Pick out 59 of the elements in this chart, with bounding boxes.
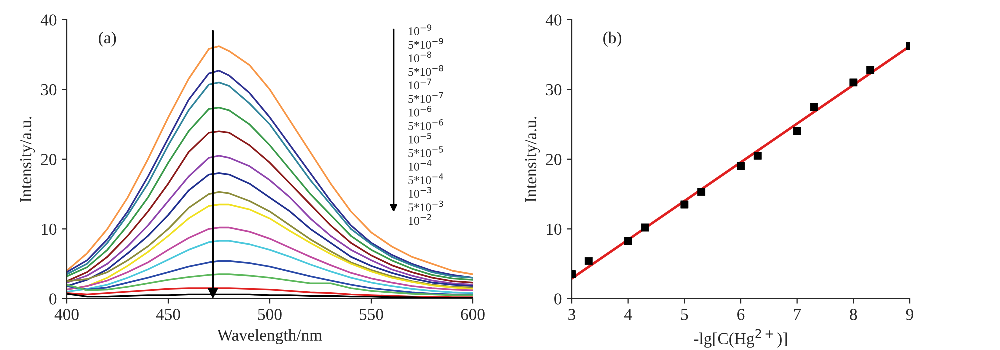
x-tick-label: 4 <box>624 309 632 320</box>
x-axis-title: Wavelength/nm <box>217 329 322 344</box>
point <box>584 257 593 266</box>
x-tick-label: 8 <box>850 309 858 320</box>
annotation: 10$^{−3}$ <box>409 187 432 198</box>
x-tick-label: 400 <box>54 309 79 320</box>
annotation: 10$^{−8}$ <box>409 52 432 63</box>
x-axis-title: -lg[C(Hg$^{2+}$)] <box>694 329 787 348</box>
point <box>641 224 650 232</box>
line-series <box>67 240 473 294</box>
annotation: 10$^{−2}$ <box>409 214 432 226</box>
annotation: 5*10$^{−5}$ <box>408 146 444 158</box>
point <box>793 128 802 136</box>
x-tick-label: 500 <box>258 309 282 320</box>
annotation: 10$^{−4}$ <box>409 160 432 171</box>
annotation: 5*10$^{−4}$ <box>408 174 444 184</box>
point <box>737 162 745 170</box>
point <box>698 188 706 196</box>
x-tick-label: 600 <box>461 309 485 320</box>
annotation: 5*10$^{−7}$ <box>408 92 444 104</box>
annotation: 5*10$^{−3}$ <box>408 200 444 212</box>
line-series <box>67 130 473 284</box>
point <box>866 66 875 74</box>
annotation: 10$^{−7}$ <box>409 78 432 90</box>
y-tick-label: 40 <box>546 14 562 26</box>
point <box>754 152 762 160</box>
annotation: 10$^{−6}$ <box>409 106 432 117</box>
annotation: 5*10$^{−6}$ <box>408 120 444 130</box>
x-tick-label: 5 <box>681 309 688 320</box>
point <box>810 103 818 112</box>
y-tick-label: 10 <box>42 224 57 236</box>
y-tick-label: 30 <box>546 84 562 96</box>
y-tick-label: 30 <box>41 84 57 96</box>
annotation: 5*10$^{−9}$ <box>408 38 444 49</box>
point <box>850 78 858 87</box>
y-tick-label: 20 <box>41 154 57 166</box>
line-series <box>67 226 473 292</box>
line-series <box>67 274 473 296</box>
x-tick-label: 3 <box>568 309 576 320</box>
y-tick-label: 0 <box>554 294 562 305</box>
y-tick-label: 20 <box>546 154 562 166</box>
point <box>680 200 689 209</box>
y-tick-label: 0 <box>50 294 57 305</box>
y-axis-title: Intensity/a.u. <box>20 117 36 202</box>
annotation: 10$^{−9}$ <box>409 24 432 36</box>
y-tick-label: 40 <box>40 14 57 26</box>
point <box>624 237 632 245</box>
x-tick-label: 6 <box>738 309 745 320</box>
x-tick-label: 450 <box>156 309 180 320</box>
annotation: 5*10$^{−8}$ <box>408 65 444 76</box>
text: (a) <box>99 32 116 48</box>
line-series <box>67 260 473 296</box>
x-tick-label: 7 <box>794 309 802 320</box>
annotation: 10$^{−5}$ <box>409 133 432 144</box>
x-tick-label: 9 <box>906 309 914 320</box>
text: (b) <box>604 32 622 48</box>
y-tick-label: 10 <box>547 224 562 236</box>
x-tick-label: 550 <box>360 309 384 320</box>
y-axis-title: Intensity/a.u. <box>525 117 540 202</box>
